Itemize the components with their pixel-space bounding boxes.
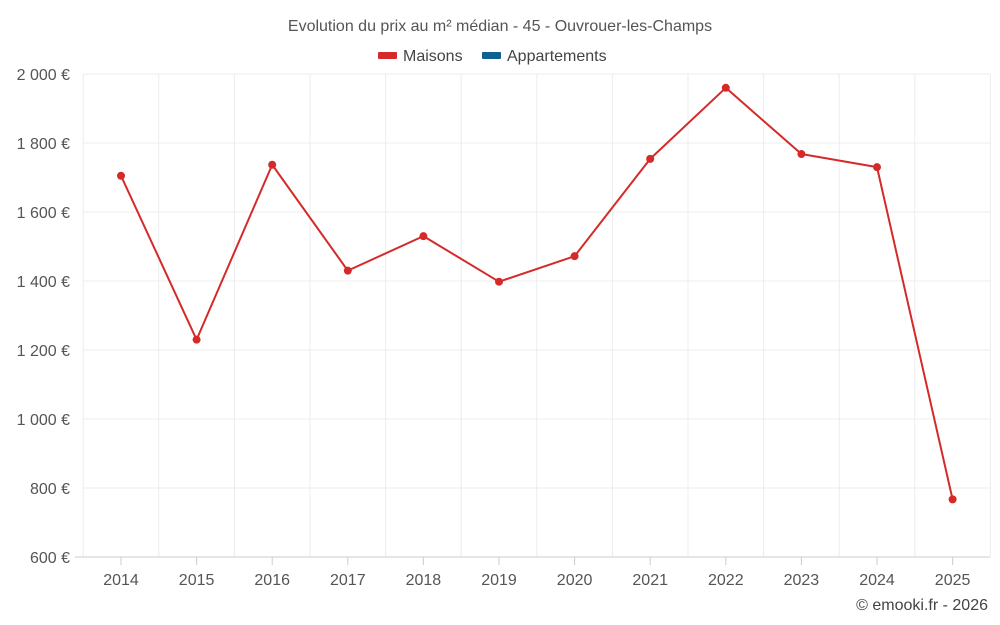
data-point-2019[interactable]: [495, 277, 503, 286]
legend-label-appartements[interactable]: Appartements: [507, 48, 607, 65]
data-point-2022[interactable]: [721, 83, 730, 92]
y-tick-label: 1 000 €: [17, 412, 70, 429]
data-point-2024[interactable]: [873, 163, 881, 172]
x-gridlines: [82, 74, 991, 557]
y-tick-label: 1 800 €: [17, 136, 70, 153]
legend-swatch-maisons[interactable]: [378, 52, 397, 59]
chart-title: Evolution du prix au m² médian - 45 - Ou…: [288, 18, 712, 35]
y-tick-label: 2 000 €: [17, 67, 70, 84]
credit-text: © emooki.fr - 2026: [856, 597, 988, 614]
y-tick-label: 1 200 €: [17, 343, 70, 360]
y-axis-ticks: 600 € 800 € 1 000 € 1 200 € 1 400 € 1 600 € 1 …: [17, 67, 70, 567]
x-tick-label: 2018: [406, 572, 442, 589]
data-point-2025[interactable]: [948, 495, 957, 504]
x-tick-label: 2014: [103, 572, 139, 589]
legend: Maisons Appartements: [378, 48, 607, 65]
data-point-2020[interactable]: [570, 252, 579, 261]
y-tick-label: 1 400 €: [17, 274, 70, 291]
y-tick-label: 600 €: [30, 550, 70, 567]
series-maisons: [117, 83, 957, 504]
y-tick-label: 800 €: [30, 481, 70, 498]
x-tick-label: 2025: [935, 572, 971, 589]
data-point-2018[interactable]: [419, 232, 428, 241]
x-tick-label: 2024: [859, 572, 895, 589]
legend-label-maisons[interactable]: Maisons: [403, 48, 463, 65]
x-tick-label: 2019: [481, 572, 517, 589]
series-layer: [117, 83, 957, 504]
x-tick-label: 2023: [784, 572, 820, 589]
x-tick-label: 2020: [557, 572, 593, 589]
data-point-2015[interactable]: [192, 335, 201, 344]
x-tick-label: 2017: [330, 572, 366, 589]
data-point-2021[interactable]: [646, 154, 655, 163]
x-axis-ticks: 2014 2015 2016 2017 2018 2019 2020 2021 2022 2023…: [103, 557, 970, 589]
x-tick-label: 2021: [632, 572, 668, 589]
data-point-2014[interactable]: [117, 171, 125, 180]
data-point-2023[interactable]: [797, 150, 806, 159]
legend-swatch-appartements[interactable]: [482, 52, 501, 59]
series-line-maisons: [120, 86, 954, 500]
x-tick-label: 2016: [254, 572, 290, 589]
data-point-2016[interactable]: [268, 160, 277, 169]
data-point-2017[interactable]: [343, 266, 352, 275]
x-tick-label: 2015: [179, 572, 215, 589]
x-tick-label: 2022: [708, 572, 744, 589]
y-tick-label: 1 600 €: [17, 205, 70, 222]
